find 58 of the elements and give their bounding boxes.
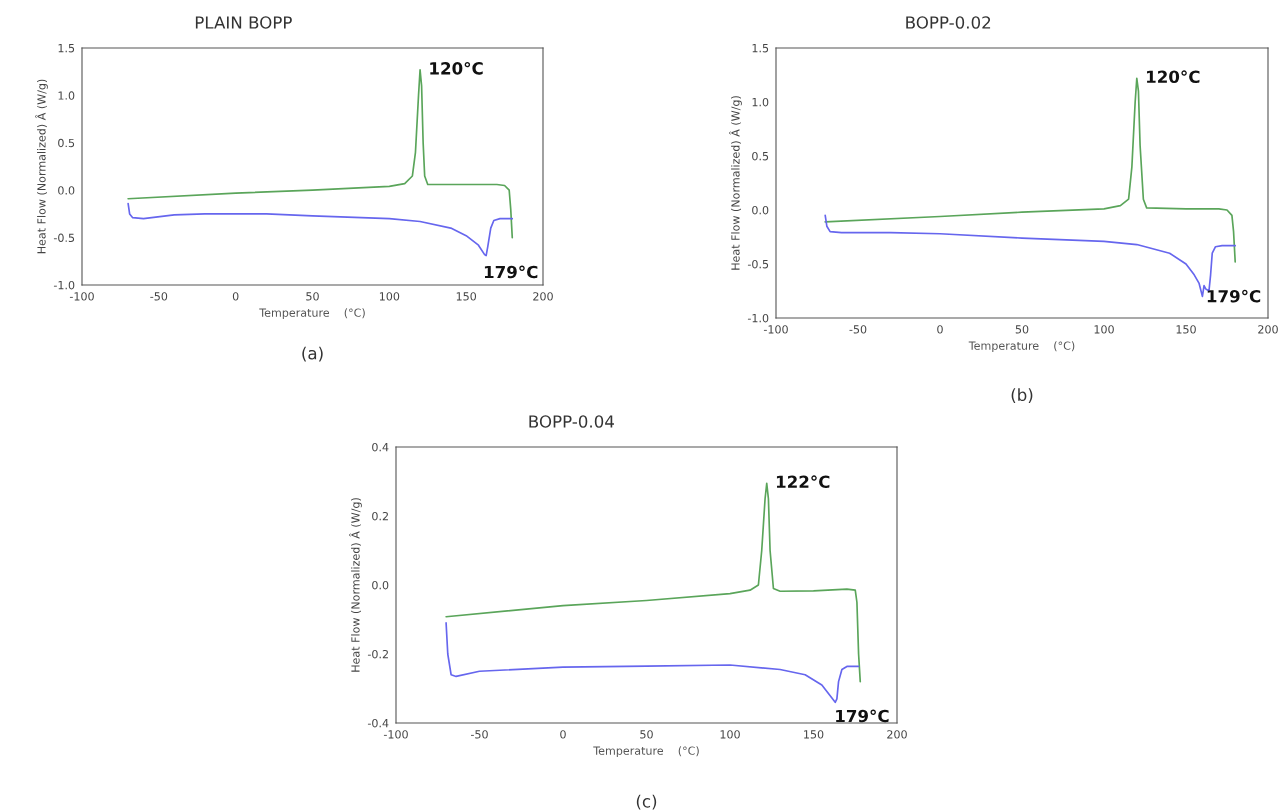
- x-axis-title: Temperature (°C): [259, 308, 365, 320]
- x-tick-label: -100: [383, 730, 408, 739]
- x-tick-label: 150: [1176, 325, 1196, 334]
- x-tick-label: 200: [533, 292, 553, 301]
- x-tick-label: -100: [69, 292, 94, 301]
- annotation: 179°C: [1207, 289, 1261, 303]
- x-tick-label: 0: [232, 292, 239, 301]
- y-tick-label: 0.0: [58, 186, 75, 195]
- x-tick-label: 0: [937, 325, 943, 334]
- y-tick-label: 1.5: [58, 44, 75, 53]
- x-tick-label: 200: [1258, 325, 1278, 334]
- y-tick-label: 1.5: [752, 44, 769, 53]
- y-tick-label: 0.5: [752, 151, 769, 161]
- x-tick-label: -50: [150, 292, 168, 301]
- y-tick-label: 1.0: [752, 97, 769, 107]
- annotation: 122°C: [776, 475, 830, 489]
- annotation: 179°C: [836, 709, 889, 723]
- y-tick-label: -0.5: [53, 233, 75, 242]
- y-tick-label: -0.2: [367, 649, 388, 659]
- x-tick-label: 150: [804, 730, 824, 739]
- y-axis-title: Heat Flow (Normalized) Â (W/g): [729, 96, 742, 270]
- y-axis-title: Heat Flow (Normalized) Â (W/g): [35, 79, 48, 254]
- y-tick-label: -0.4: [367, 718, 389, 728]
- text: (a): [302, 346, 323, 362]
- chart-title: BOPP-0.02: [906, 16, 991, 29]
- y-tick-label: 1.0: [58, 91, 75, 100]
- x-axis-title: Temperature (°C): [593, 746, 699, 758]
- x-tick-label: 50: [306, 292, 319, 301]
- line-series: [445, 622, 860, 704]
- x-tick-label: 50: [1015, 325, 1029, 334]
- text: (c): [636, 794, 657, 810]
- line-series: [127, 202, 514, 257]
- y-tick-label: 0.0: [372, 580, 389, 590]
- x-tick-label: 150: [456, 292, 477, 301]
- x-tick-label: -50: [849, 325, 867, 334]
- x-tick-label: 100: [379, 292, 400, 301]
- y-tick-label: -1.0: [53, 280, 75, 290]
- y-tick-label: -0.5: [747, 259, 769, 269]
- y-tick-label: 0.5: [58, 138, 75, 148]
- y-tick-label: 0.0: [752, 205, 769, 215]
- text: (b): [1011, 388, 1033, 404]
- chart-title: BOPP-0.04: [529, 415, 614, 428]
- y-axis-title: Heat Flow (Normalized) Â (W/g): [349, 498, 362, 672]
- x-tick-label: 50: [640, 730, 653, 739]
- annotation: 179°C: [484, 265, 538, 279]
- y-tick-label: 0.2: [372, 511, 388, 521]
- y-tick-label: 0.4: [372, 442, 389, 452]
- x-tick-label: -100: [763, 325, 788, 334]
- x-tick-label: -50: [470, 730, 488, 739]
- x-tick-label: 200: [887, 730, 907, 739]
- annotation: 120°C: [1147, 70, 1200, 84]
- chart-title: PLAIN BOPP: [195, 16, 292, 29]
- y-tick-label: -1.0: [747, 313, 769, 323]
- x-tick-label: 100: [720, 730, 740, 739]
- x-axis-title: Temperature (°C): [968, 341, 1075, 353]
- x-tick-label: 0: [560, 730, 566, 739]
- annotation: 120°C: [430, 61, 483, 75]
- x-tick-label: 100: [1094, 325, 1114, 334]
